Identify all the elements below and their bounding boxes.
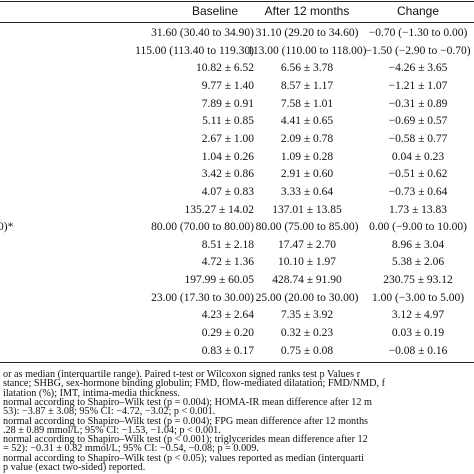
footnote: stance; SHBG, sex-hormone binding globul… [3, 378, 385, 390]
top-rule [0, 1, 474, 2]
table-cell: 8.57 ± 1.17 [280, 79, 334, 92]
table-cell: 31.60 (30.40 to 34.90) [151, 27, 254, 39]
table-cell: −4.26 ± 3.65 [388, 62, 448, 75]
table-cell: −0.69 ± 0.57 [388, 115, 448, 128]
table-cell: 230.75 ± 93.12 [383, 274, 453, 287]
table-cell: 2.67 ± 1.00 [201, 132, 254, 145]
footnote: normal according to Shapiro–Wilk test (p… [3, 434, 368, 446]
table-cell: 8.51 ± 2.18 [201, 238, 254, 251]
table-cell: 137.01 ± 13.85 [272, 203, 342, 216]
table-cell: 7.35 ± 3.92 [280, 309, 334, 322]
table-cell: 7.89 ± 0.91 [201, 97, 254, 110]
table-cell: 197.99 ± 60.05 [184, 274, 254, 287]
table-cell: −0.08 ± 0.16 [388, 344, 448, 357]
table-cell: −0.58 ± 0.77 [388, 132, 448, 145]
table-cell: 10.82 ± 6.52 [195, 62, 254, 75]
table-cell: 6.56 ± 3.78 [280, 62, 334, 75]
header-rule [0, 22, 474, 23]
table-cell: 2.09 ± 0.78 [280, 132, 334, 145]
column-header: Baseline [191, 4, 239, 18]
table-cell: 5.38 ± 2.06 [391, 256, 445, 269]
table-cell: 1.09 ± 0.28 [280, 150, 334, 163]
table-cell: 8.96 ± 3.04 [391, 238, 445, 251]
table-cell: 115.00 (113.40 to 119.30) [135, 44, 254, 57]
table-cell: 10.10 ± 1.97 [277, 256, 337, 269]
table-cell: 3.12 ± 4.97 [391, 309, 445, 322]
table-cell: 135.27 ± 14.02 [184, 203, 254, 216]
table-cell: 113.00 (110.00 to 118.00) [247, 44, 367, 57]
table-cell: 0.29 ± 0.20 [201, 327, 254, 340]
table-cell: 0.32 ± 0.23 [280, 327, 334, 340]
table-cell: −0.51 ± 0.62 [388, 168, 448, 181]
table-cell: 3.42 ± 0.86 [201, 168, 254, 181]
table-cell: 1.04 ± 0.26 [201, 150, 254, 163]
table-cell: 80.00 (70.00 to 80.00) [151, 221, 254, 234]
table-cell: 0.75 ± 0.08 [280, 344, 334, 357]
table-cell: 0.03 ± 0.19 [391, 327, 445, 340]
table-cell: 1.00 (−3.00 to 5.00) [371, 291, 465, 304]
footnote: = 52): −0.31 ± 0.82 mmol/L; 95% CI: −0.5… [3, 443, 259, 455]
table-cell: 0.00 (−9.00 to 10.00) [369, 221, 467, 234]
footnote: 53): −3.87 ± 3.08; 95% CI: −4.72, −3.02;… [3, 406, 216, 418]
table-cell: −0.73 ± 0.64 [388, 185, 448, 198]
table-cell: 7.58 ± 1.01 [280, 97, 334, 110]
table-cell: 17.47 ± 2.70 [277, 238, 337, 251]
table-cell: −0.70 (−1.30 to 0.00) [368, 27, 468, 39]
table-cell: −0.31 ± 0.89 [388, 97, 448, 110]
footnote: normal according to Shapiro–Wilk test (p… [3, 396, 372, 408]
table-cell: 0.04 ± 0.23 [391, 150, 445, 163]
table-cell: 9.77 ± 1.40 [201, 79, 254, 92]
column-header: After 12 months [264, 4, 350, 18]
table-cell: 3.33 ± 0.64 [280, 185, 334, 198]
footnote: normal according to Shapiro–Wilk test (p… [3, 415, 369, 427]
table-cell: 4.72 ± 1.36 [201, 256, 254, 269]
table-cell: 25.00 (20.00 to 30.00) [255, 291, 359, 304]
row-label: 0)* [0, 221, 14, 234]
table-cell: 428.74 ± 91.90 [272, 274, 342, 287]
table-cell: 4.41 ± 0.65 [280, 115, 334, 128]
table-cell: 80.00 (75.00 to 85.00) [255, 221, 359, 234]
footnote: p value (exact two-sided) reported. [3, 462, 146, 473]
footnote: or as median (interquartile range). Pair… [3, 369, 361, 380]
column-header: Change [396, 4, 440, 18]
table-cell: 0.83 ± 0.17 [201, 344, 254, 357]
table-cell: 1.73 ± 13.83 [388, 203, 448, 216]
table-cell: −1.21 ± 1.07 [388, 79, 448, 92]
table-cell: 4.23 ± 2.64 [201, 309, 254, 322]
table-cell: 5.11 ± 0.85 [202, 115, 254, 128]
footnote: normal according to Shapiro–Wilk test (p… [3, 452, 364, 464]
footnote: .28 ± 0.89 mmol/L; 95% CI: −1.53, −1.04;… [3, 424, 221, 436]
footnote: ilatation (%); IMT, intima-media thickne… [3, 387, 180, 399]
table-cell: −1.50 (−2.90 to −0.70) [365, 44, 471, 57]
bottom-rule [0, 362, 474, 363]
table-cell: 23.00 (17.30 to 30.00) [151, 291, 254, 304]
table-cell: 31.10 (29.20 to 34.60) [255, 27, 359, 39]
table-cell: 4.07 ± 0.83 [201, 185, 254, 198]
table-cell: 2.91 ± 0.60 [280, 168, 334, 181]
